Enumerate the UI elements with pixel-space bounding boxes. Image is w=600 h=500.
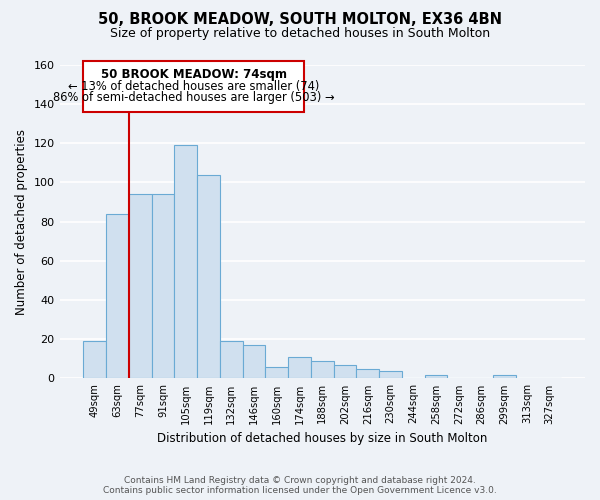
Bar [152, 194, 175, 378]
Bar [288, 357, 311, 378]
Bar [379, 370, 402, 378]
Bar [83, 341, 106, 378]
Bar [220, 341, 242, 378]
Bar [493, 374, 515, 378]
Bar [425, 374, 448, 378]
Text: 50, BROOK MEADOW, SOUTH MOLTON, EX36 4BN: 50, BROOK MEADOW, SOUTH MOLTON, EX36 4BN [98, 12, 502, 28]
FancyBboxPatch shape [83, 61, 304, 112]
Y-axis label: Number of detached properties: Number of detached properties [15, 128, 28, 314]
Text: Contains HM Land Registry data © Crown copyright and database right 2024.
Contai: Contains HM Land Registry data © Crown c… [103, 476, 497, 495]
Bar [311, 361, 334, 378]
Text: Size of property relative to detached houses in South Molton: Size of property relative to detached ho… [110, 28, 490, 40]
Bar [242, 345, 265, 378]
Bar [265, 366, 288, 378]
Text: 86% of semi-detached houses are larger (503) →: 86% of semi-detached houses are larger (… [53, 92, 335, 104]
Bar [106, 214, 129, 378]
Bar [175, 145, 197, 378]
X-axis label: Distribution of detached houses by size in South Molton: Distribution of detached houses by size … [157, 432, 487, 445]
Text: ← 13% of detached houses are smaller (74): ← 13% of detached houses are smaller (74… [68, 80, 319, 92]
Bar [356, 368, 379, 378]
Bar [334, 364, 356, 378]
Bar [129, 194, 152, 378]
Text: 50 BROOK MEADOW: 74sqm: 50 BROOK MEADOW: 74sqm [101, 68, 287, 81]
Bar [197, 174, 220, 378]
